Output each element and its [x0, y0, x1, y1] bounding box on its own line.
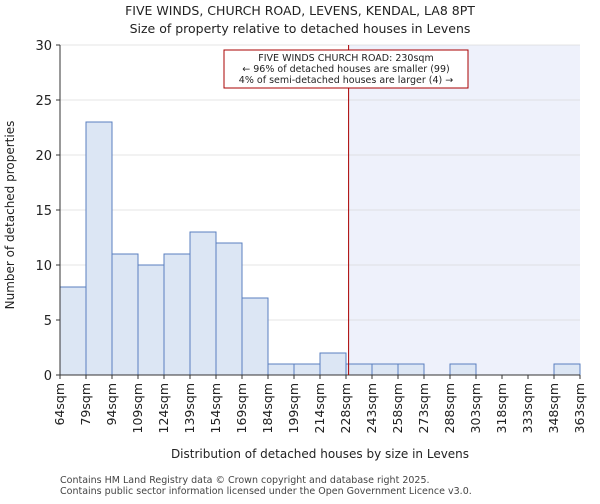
y-tick-label: 30 [35, 39, 52, 54]
histogram-bar [267, 363, 295, 376]
x-axis-label: Distribution of detached houses by size … [171, 447, 469, 461]
x-tick-label: 169sqm [234, 383, 249, 433]
histogram-bar [137, 264, 165, 376]
annotation-line: 4% of semi-detached houses are larger (4… [239, 75, 453, 86]
x-tick-label: 273sqm [416, 383, 431, 433]
histogram-bar [189, 231, 217, 376]
y-tick-label: 5 [44, 314, 52, 329]
histogram-bar [319, 352, 347, 376]
x-tick-label: 79sqm [78, 383, 93, 426]
footer-line-2: Contains public sector information licen… [60, 486, 472, 497]
y-axis-label: Number of detached properties [3, 121, 17, 310]
histogram-bar [449, 363, 477, 376]
x-tick-label: 94sqm [104, 383, 119, 426]
footer-line-1: Contains HM Land Registry data © Crown c… [60, 475, 430, 486]
x-tick-label: 303sqm [468, 383, 483, 433]
x-tick-label: 154sqm [208, 383, 223, 433]
histogram-bar [215, 242, 243, 376]
histogram-bar [59, 286, 87, 376]
x-tick-label: 258sqm [390, 383, 405, 433]
x-tick-label: 348sqm [546, 383, 561, 433]
x-tick-label: 184sqm [260, 383, 275, 433]
x-tick-label: 109sqm [130, 383, 145, 433]
x-tick-label: 64sqm [52, 383, 67, 426]
y-tick-label: 15 [35, 204, 52, 219]
x-tick-label: 214sqm [312, 383, 327, 433]
histogram-bar [241, 297, 269, 376]
plot-area: 0 5 10 15 20 25 30 64sqm 79sqm 94sqm 109sqm 124sqm 1… [35, 39, 587, 433]
y-tick-label: 10 [35, 259, 52, 274]
histogram-bar [111, 253, 139, 376]
x-tick-label: 228sqm [338, 383, 353, 433]
x-tick-label: 124sqm [156, 383, 171, 433]
x-tick-label: 243sqm [364, 383, 379, 433]
x-tick-label: 199sqm [286, 383, 301, 433]
chart-title: FIVE WINDS, CHURCH ROAD, LEVENS, KENDAL,… [125, 3, 475, 18]
x-tick-label: 363sqm [572, 383, 587, 433]
annotation-line: ← 96% of detached houses are smaller (99… [242, 64, 449, 75]
annotation-line: FIVE WINDS CHURCH ROAD: 230sqm [258, 53, 433, 64]
y-tick-label: 25 [35, 94, 52, 109]
histogram-bar [293, 363, 321, 376]
histogram-bar [345, 363, 373, 376]
histogram-bar [163, 253, 191, 376]
histogram-bar [371, 363, 399, 376]
histogram-bar [85, 121, 113, 376]
chart-subtitle: Size of property relative to detached ho… [130, 21, 471, 36]
y-tick-label: 20 [35, 149, 52, 164]
x-tick-label: 139sqm [182, 383, 197, 433]
histogram-bar [397, 363, 425, 376]
x-tick-label: 288sqm [442, 383, 457, 433]
y-tick-label: 0 [44, 369, 52, 384]
x-tick-label: 318sqm [494, 383, 509, 433]
histogram-bar [553, 363, 581, 376]
annotation-box [223, 49, 469, 89]
x-tick-label: 333sqm [520, 383, 535, 433]
